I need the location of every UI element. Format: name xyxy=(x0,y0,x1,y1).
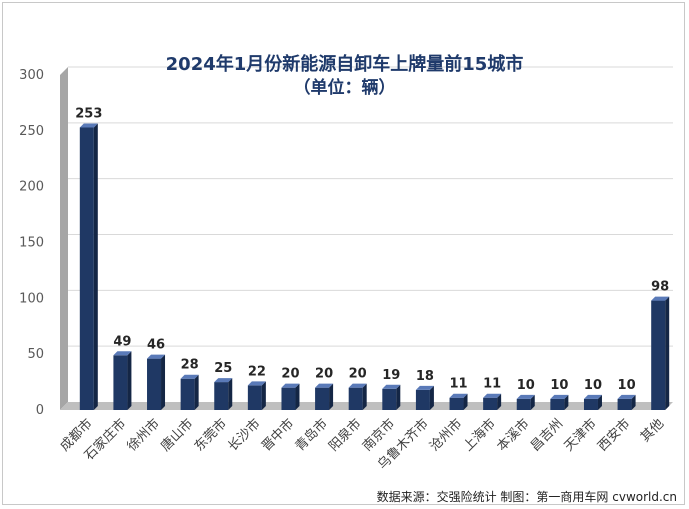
bar-side xyxy=(564,394,569,410)
category-label: 东莞市 xyxy=(191,416,230,455)
bar-side xyxy=(161,354,166,410)
bar-side xyxy=(127,351,132,410)
data-label: 19 xyxy=(382,368,400,383)
category-label: 其他 xyxy=(638,416,667,445)
data-label: 46 xyxy=(147,338,165,353)
bar-side xyxy=(631,394,636,410)
bar-side xyxy=(463,393,468,410)
bar-top xyxy=(180,374,199,379)
data-label: 20 xyxy=(315,367,333,382)
category-label: 徐州市 xyxy=(124,416,163,455)
category-label: 唐山市 xyxy=(158,416,197,455)
bar-side xyxy=(665,296,670,410)
category-label: 本溪市 xyxy=(494,416,533,455)
bar xyxy=(147,358,162,410)
bar-side xyxy=(597,394,602,410)
data-label: 98 xyxy=(651,280,669,295)
category-label: 晋中市 xyxy=(258,416,297,455)
bar xyxy=(617,398,632,410)
bar-top xyxy=(79,123,98,128)
y-tick-label: 50 xyxy=(27,347,44,362)
y-tick-label: 200 xyxy=(19,180,44,195)
bar xyxy=(348,387,363,410)
data-label: 20 xyxy=(281,367,299,382)
source-note: 数据来源：交强险统计 制图：第一商用车网 cvworld.cn xyxy=(376,490,677,504)
bar xyxy=(483,397,498,410)
data-label: 11 xyxy=(449,377,467,392)
bar-side xyxy=(228,378,233,410)
data-label: 10 xyxy=(584,378,602,393)
bar-top xyxy=(415,385,434,390)
y-tick-label: 250 xyxy=(19,124,44,139)
y-tick-label: 150 xyxy=(19,236,44,251)
bar-top xyxy=(516,394,535,399)
bar-side xyxy=(295,383,300,410)
bar xyxy=(516,398,531,410)
category-label: 沧州市 xyxy=(426,416,465,455)
bar-side xyxy=(530,394,535,410)
bar-top xyxy=(550,394,569,399)
bar xyxy=(415,389,430,410)
bar-side xyxy=(362,383,367,410)
y-tick-label: 300 xyxy=(19,68,44,83)
bar-top xyxy=(214,378,233,383)
bar xyxy=(180,378,195,410)
bar-side xyxy=(429,385,434,410)
data-label: 22 xyxy=(248,364,266,379)
bar xyxy=(449,397,464,410)
bar xyxy=(382,388,397,410)
data-label: 11 xyxy=(483,377,501,392)
category-label: 长沙市 xyxy=(225,416,264,455)
data-label: 10 xyxy=(517,378,535,393)
data-label: 20 xyxy=(349,367,367,382)
chart-frame xyxy=(2,2,685,505)
bar-top xyxy=(247,381,266,386)
bar xyxy=(315,387,330,410)
data-label: 253 xyxy=(75,106,102,121)
chart-subtitle: （单位：辆） xyxy=(293,78,396,98)
data-label: 49 xyxy=(113,334,131,349)
category-label: 西安市 xyxy=(595,416,634,455)
bar-top xyxy=(651,296,670,301)
bar xyxy=(651,300,666,410)
bar-top xyxy=(113,351,132,356)
chart-title: 2024年1月份新能源自卸车上牌量前15城市 xyxy=(165,54,524,75)
data-label: 28 xyxy=(181,358,199,373)
data-label: 10 xyxy=(550,378,568,393)
y-tick-label: 0 xyxy=(36,403,44,418)
bar-side xyxy=(194,374,199,410)
data-label: 25 xyxy=(214,361,232,376)
bar xyxy=(113,355,128,410)
bar-side xyxy=(93,123,98,410)
bar xyxy=(214,382,229,410)
category-label: 上海市 xyxy=(460,416,499,455)
y-tick-label: 100 xyxy=(19,291,44,306)
category-label: 青岛市 xyxy=(292,416,331,455)
bar-side xyxy=(329,383,334,410)
bar xyxy=(550,398,565,410)
bar xyxy=(583,398,598,410)
bar-top xyxy=(617,394,636,399)
data-label: 18 xyxy=(416,369,434,384)
bar-top xyxy=(583,394,602,399)
bar-top xyxy=(348,383,367,388)
bar-top xyxy=(483,393,502,398)
bar xyxy=(247,385,262,410)
bar-top xyxy=(449,393,468,398)
bar-top xyxy=(281,383,300,388)
category-label: 昌吉州 xyxy=(528,416,566,454)
bar xyxy=(79,127,94,410)
category-label: 天津市 xyxy=(561,416,600,455)
bar-side xyxy=(396,384,401,410)
axis-wall xyxy=(60,67,68,410)
category-label: 阳泉市 xyxy=(326,416,365,455)
bar-top xyxy=(147,354,166,359)
bar-side xyxy=(497,393,502,410)
bar xyxy=(281,387,296,410)
data-label: 10 xyxy=(618,378,636,393)
bar-side xyxy=(261,381,266,410)
bar-top xyxy=(315,383,334,388)
bar-top xyxy=(382,384,401,389)
